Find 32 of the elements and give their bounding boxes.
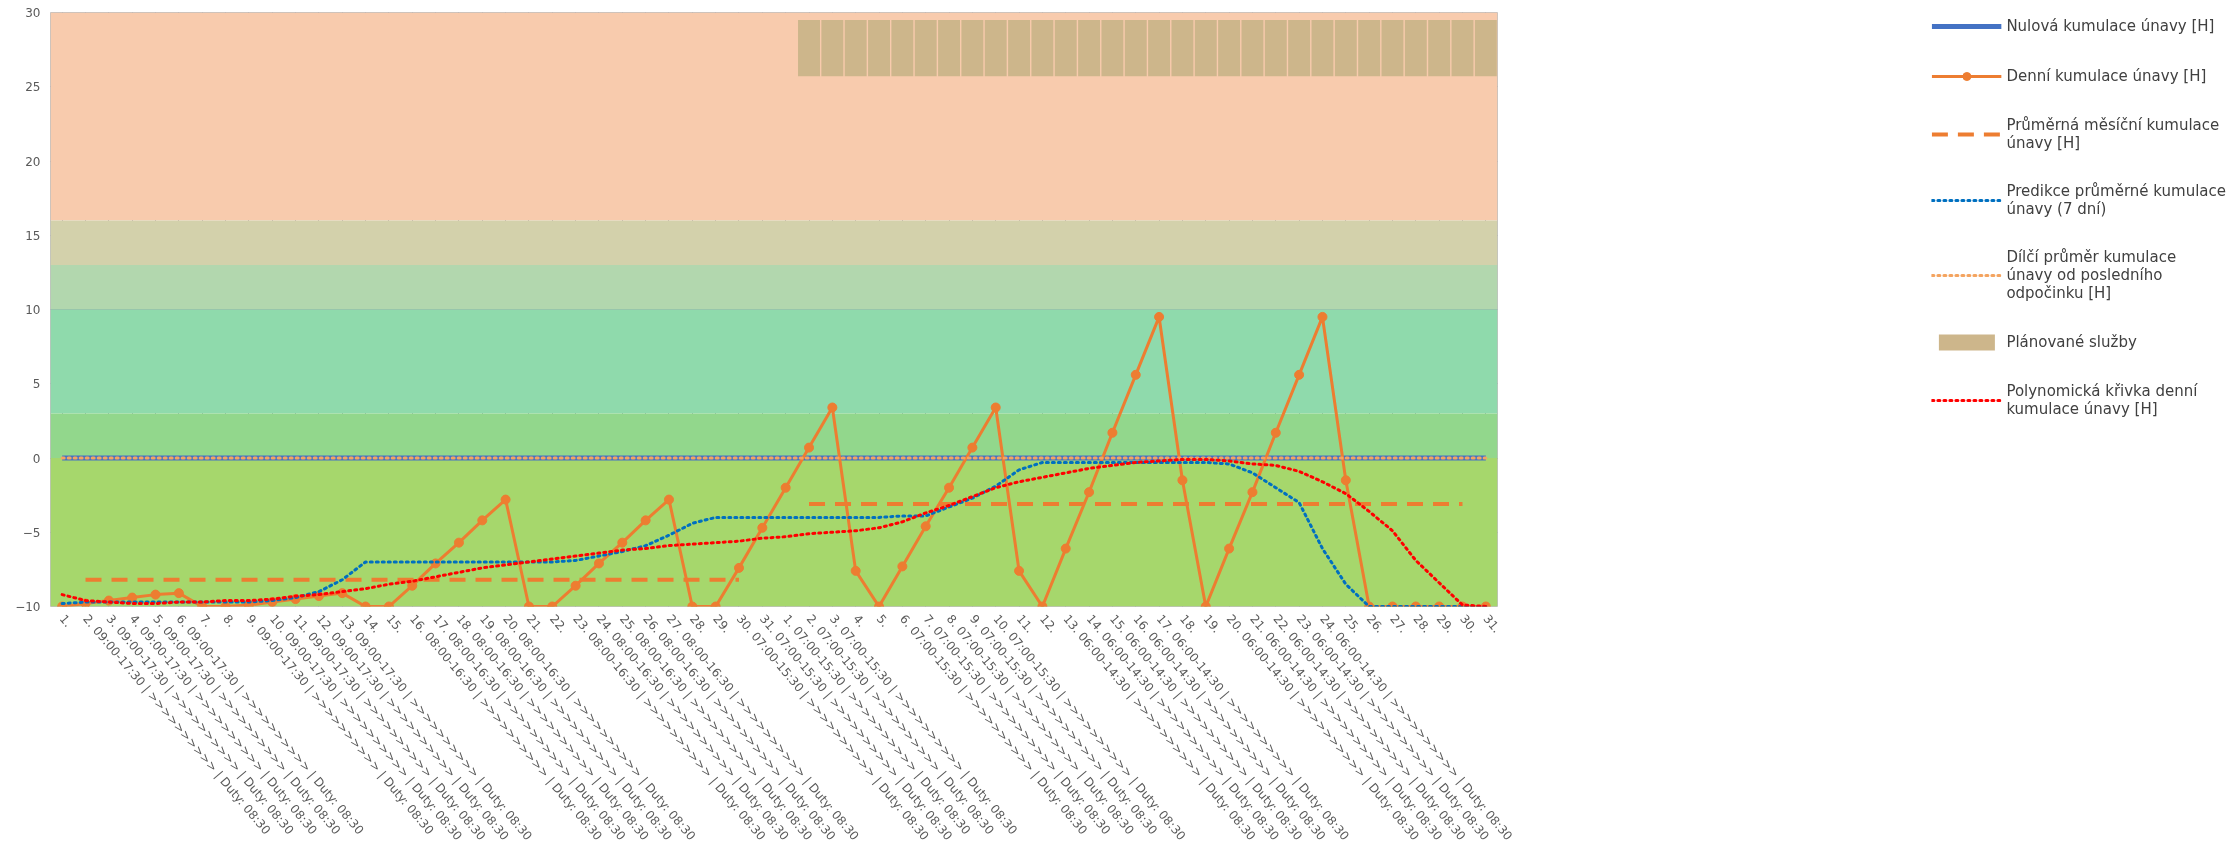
y-tick-label: 5 <box>32 377 41 392</box>
y-tick-label: 0 <box>32 451 41 466</box>
x-tick-label: 1. <box>56 611 75 630</box>
x-tick-label: 5. <box>873 611 892 630</box>
x-tick-label: 12. <box>1037 611 1061 636</box>
x-tick-label: 29. <box>710 611 734 636</box>
y-tick-label: 20 <box>25 154 41 169</box>
y-tick-label: 15 <box>25 228 41 243</box>
x-tick-label: 28. <box>1410 611 1434 636</box>
x-tick-label: 30. <box>1457 611 1481 636</box>
y-tick-label: −5 <box>22 525 41 540</box>
x-tick-label: 15. <box>383 611 407 636</box>
x-tick-label: 7. <box>196 611 215 630</box>
y-tick-label: −10 <box>15 600 41 614</box>
legend-label: Plánované služby <box>2006 332 2137 352</box>
legend-label: Denní kumulace únavy [H] <box>2006 66 2207 86</box>
x-tick-label: 8. <box>220 611 239 630</box>
x-tick-label: 22. <box>546 611 570 636</box>
legend-label: Nulová kumulace únavy [H] <box>2006 16 2215 36</box>
x-tick-label: 19. <box>1200 611 1224 636</box>
y-tick-label: 10 <box>25 303 41 317</box>
x-tick-label: 31. <box>1480 611 1504 636</box>
y-tick-label: 30 <box>25 6 41 20</box>
x-tick-label: 26. <box>1363 611 1387 636</box>
legend-label: Polynomická křivka denní kumulace únavy [H] <box>2006 382 2198 418</box>
y-tick-label: 25 <box>25 80 41 95</box>
x-tick-label: 29. <box>1433 611 1457 636</box>
legend-label: Predikce průměrné kumulace únavy (7 dní) <box>2006 182 2226 218</box>
x-tick-label: 27. <box>1387 611 1411 636</box>
x-tick-label: 4. <box>850 611 869 630</box>
legend-label: Dílčí průměr kumulace únavy od posledního odpočinku [H] <box>2006 248 2177 302</box>
legend-label: Průměrná měsíční kumulace únavy [H] <box>2006 116 2220 152</box>
